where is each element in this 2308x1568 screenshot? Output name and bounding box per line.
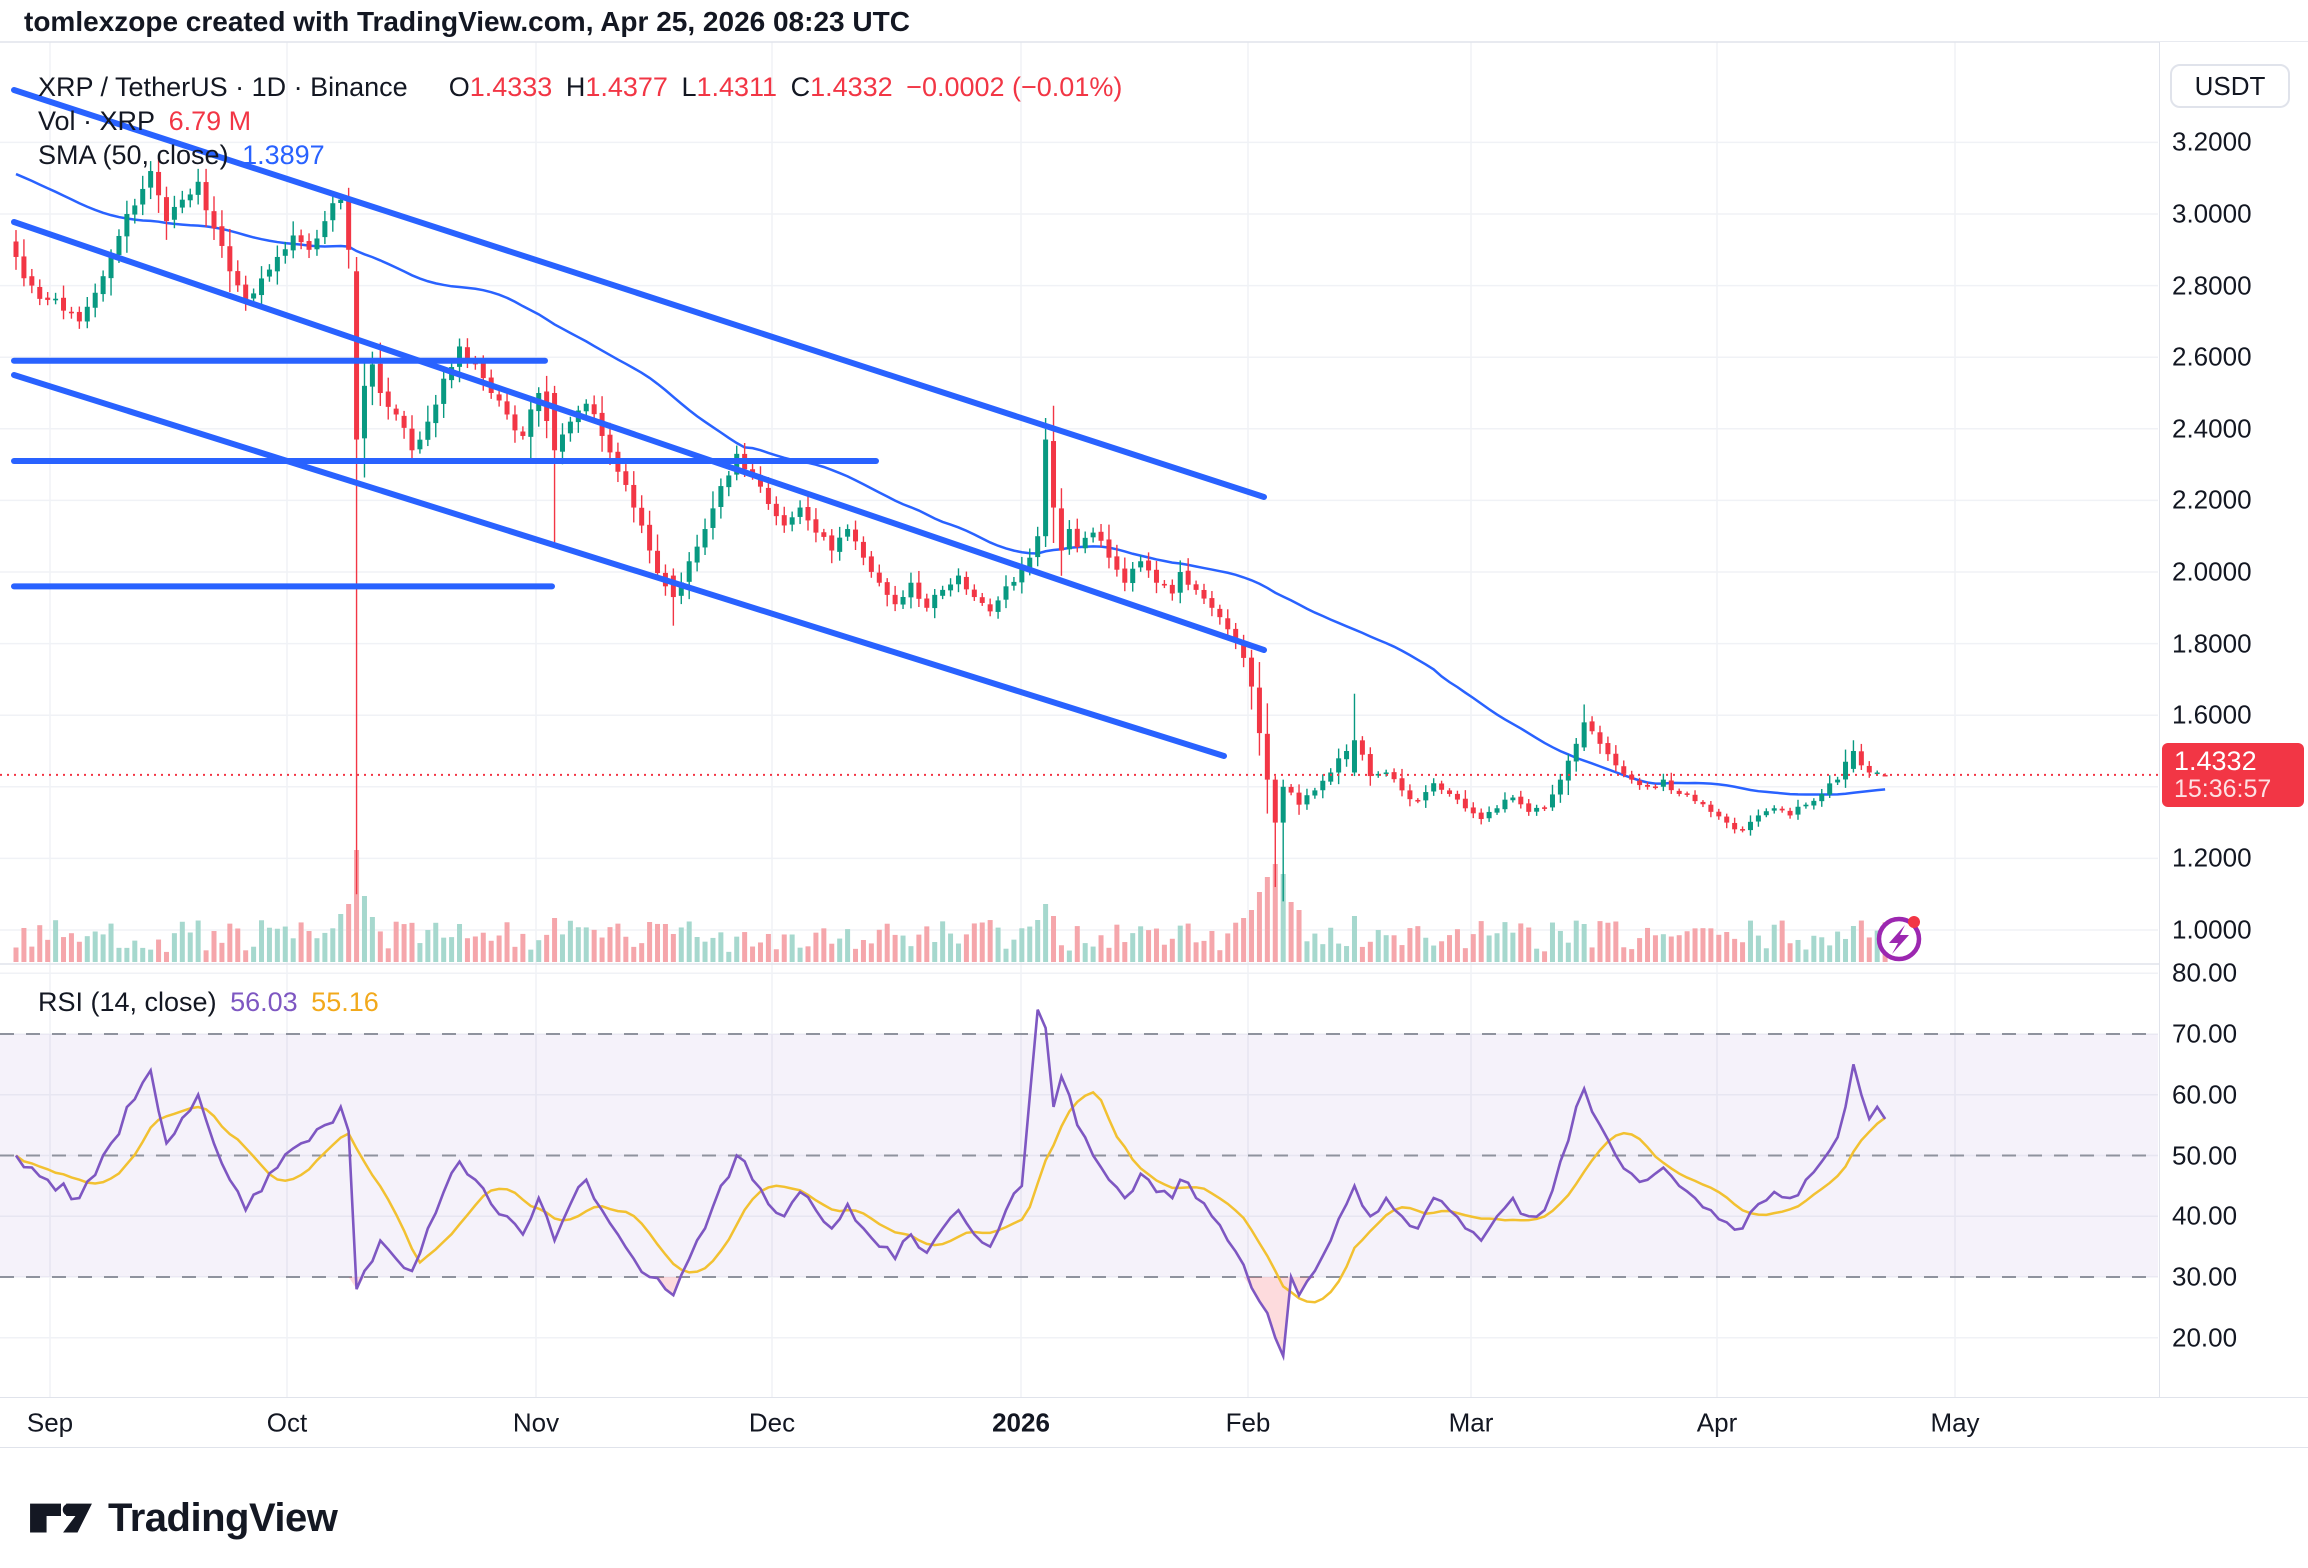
sma-legend: SMA (50, close) 1.3897	[38, 140, 331, 171]
header-attribution: tomlexzope created with TradingView.com,…	[24, 6, 910, 37]
ohlc-close-label: C	[790, 72, 811, 102]
candlestick-series	[13, 157, 1888, 902]
last-price-label: 1.4332 15:36:57	[2162, 742, 2304, 807]
time-axis-label: Feb	[1225, 1407, 1271, 1437]
tradingview-logo-text: TradingView	[108, 1495, 338, 1540]
tradingview-logo-link[interactable]: TradingView	[28, 1488, 338, 1548]
time-axis-label: Dec	[748, 1407, 796, 1437]
rsi-axis-label: 40.00	[2172, 1200, 2238, 1231]
price-axis-label: 1.0000	[2172, 914, 2252, 945]
rsi-axis-label: 20.00	[2172, 1322, 2238, 1353]
rsi-axis-label: 50.00	[2172, 1140, 2238, 1170]
rsi-legend: RSI (14, close) 56.03 55.16	[38, 987, 385, 1018]
change-value: −0.0002 (−0.01%)	[906, 72, 1123, 102]
drawing-trendlines	[11, 87, 1267, 759]
ohlc-high-value: 1.4377	[585, 72, 668, 102]
price-axis-label: 2.0000	[2172, 556, 2252, 587]
price-axis-label: 2.6000	[2172, 341, 2252, 372]
rsi-axis-label: 30.00	[2172, 1261, 2238, 1292]
rsi-axis-label: 60.00	[2172, 1079, 2238, 1110]
ohlc-low-value: 1.4311	[696, 72, 778, 102]
rsi-value: 56.03	[230, 987, 298, 1017]
price-axis-label: 3.2000	[2172, 126, 2252, 157]
time-axis-label: Apr	[1696, 1407, 1738, 1437]
volume-legend: Vol · XRP 6.79 M	[38, 106, 257, 137]
ohlc-low-label: L	[681, 72, 697, 102]
symbol-title: XRP / TetherUS · 1D · Binance	[38, 72, 408, 102]
ohlc-close-value: 1.4332	[810, 72, 893, 102]
price-scale[interactable]: USDT 3.2000 3.0000 2.8000 2.6000 2.4000 2.200…	[2159, 42, 2308, 1448]
ohlc-open-label: O	[448, 72, 470, 102]
ohlc-high-label: H	[565, 72, 586, 102]
time-axis-label: Mar	[1448, 1407, 1494, 1437]
symbol-legend: XRP / TetherUS · 1D · Binance O1.4333 H1…	[38, 72, 1128, 103]
price-axis-label: 3.0000	[2172, 198, 2252, 229]
price-axis-label: 1.2000	[2172, 842, 2252, 873]
price-axis-label: 2.4000	[2172, 413, 2252, 444]
time-scale[interactable]: Sep Oct Nov Dec 2026 Feb Mar Apr May	[0, 1397, 2308, 1448]
rsi-label: RSI (14, close)	[38, 987, 217, 1017]
volume-label: Vol · XRP	[38, 106, 156, 136]
tradingview-logo-icon	[30, 1503, 92, 1533]
rsi-line	[14, 1009, 1887, 1362]
price-axis-label: 1.8000	[2172, 628, 2252, 659]
time-axis-label: Oct	[266, 1407, 308, 1437]
sma-line	[15, 172, 1886, 796]
rsi-ma-value: 55.16	[311, 987, 379, 1017]
time-axis-label: May	[1930, 1407, 1980, 1437]
time-axis-label: 2026	[992, 1407, 1050, 1437]
instant-order-button[interactable]	[1876, 916, 1922, 962]
currency-toggle-button[interactable]: USDT	[2170, 64, 2290, 108]
rsi-axis-label: 70.00	[2172, 1018, 2238, 1049]
time-axis-label: Nov	[512, 1407, 560, 1437]
rsi-ma-line	[15, 1090, 1886, 1304]
bar-countdown: 15:36:57	[2174, 774, 2272, 803]
time-axis-label: Sep	[26, 1407, 74, 1437]
sma-label: SMA (50, close)	[38, 140, 229, 170]
price-axis-label: 2.2000	[2172, 484, 2252, 515]
price-axis-label: 2.8000	[2172, 270, 2252, 301]
last-price-value: 1.4332	[2174, 745, 2257, 776]
price-axis-label: 1.6000	[2172, 699, 2252, 730]
ohlc-open-value: 1.4333	[469, 72, 553, 102]
rsi-axis-label: 80.00	[2172, 957, 2238, 988]
volume-value: 6.79 M	[168, 106, 252, 136]
volume-series	[13, 850, 1888, 962]
sma-value: 1.3897	[242, 140, 325, 170]
